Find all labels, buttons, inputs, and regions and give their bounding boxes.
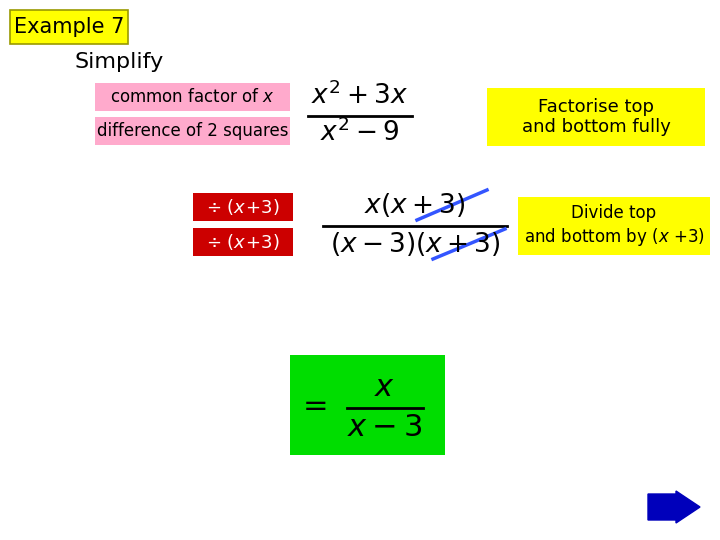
Text: $\div\ (x\!+\!3)$: $\div\ (x\!+\!3)$ <box>206 197 280 217</box>
Text: $\div\ (x\!+\!3)$: $\div\ (x\!+\!3)$ <box>206 232 280 252</box>
Text: $=$: $=$ <box>297 390 327 420</box>
FancyBboxPatch shape <box>95 117 290 145</box>
Text: $(x-3)(x+3)$: $(x-3)(x+3)$ <box>330 230 500 258</box>
Text: $x-3$: $x-3$ <box>347 413 423 442</box>
Text: $x$: $x$ <box>374 373 395 402</box>
Text: Example 7: Example 7 <box>14 17 124 37</box>
Text: Factorise top
and bottom fully: Factorise top and bottom fully <box>521 98 670 137</box>
FancyBboxPatch shape <box>95 83 290 111</box>
FancyBboxPatch shape <box>193 193 293 221</box>
FancyArrow shape <box>648 491 700 523</box>
FancyBboxPatch shape <box>290 355 445 455</box>
FancyBboxPatch shape <box>487 88 705 146</box>
Text: difference of 2 squares: difference of 2 squares <box>96 122 288 140</box>
FancyBboxPatch shape <box>193 228 293 256</box>
FancyBboxPatch shape <box>518 197 710 255</box>
Text: $x(x+3)$: $x(x+3)$ <box>364 191 466 219</box>
Text: $x^2+3x$: $x^2+3x$ <box>312 82 408 110</box>
Text: common factor of $x$: common factor of $x$ <box>110 88 275 106</box>
Text: Simplify: Simplify <box>75 52 164 72</box>
Text: $x^2-9$: $x^2-9$ <box>320 119 400 147</box>
Text: Divide top
and bottom by ($x$ +3): Divide top and bottom by ($x$ +3) <box>523 205 704 248</box>
FancyBboxPatch shape <box>10 10 128 44</box>
